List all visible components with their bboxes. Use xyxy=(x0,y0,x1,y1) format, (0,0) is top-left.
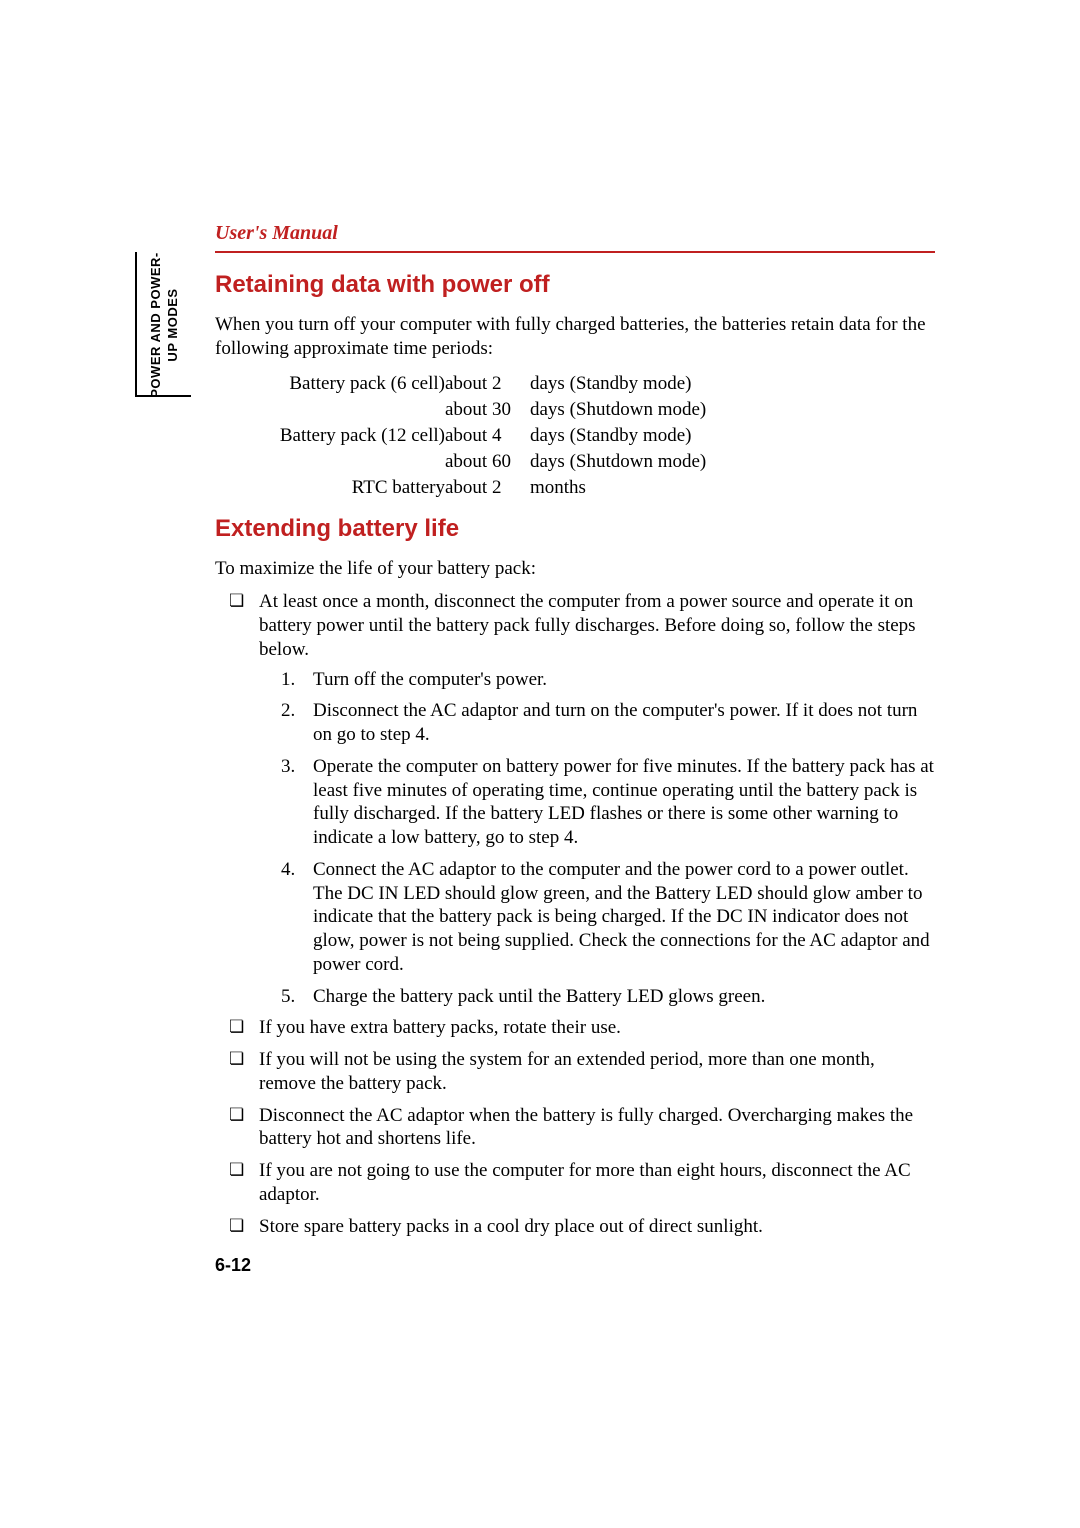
table-cell-label: RTC battery xyxy=(245,475,445,501)
table-row: Battery pack (6 cell) about 2 days (Stan… xyxy=(245,371,706,397)
step-number: 3. xyxy=(281,755,295,779)
header-rule xyxy=(215,251,935,253)
step-text: Connect the AC adaptor to the computer a… xyxy=(313,859,930,975)
step-item: 5. Charge the battery pack until the Batt… xyxy=(281,985,935,1009)
side-tab-line1: POWER AND POWER- xyxy=(148,252,163,397)
list-item-text: If you will not be using the system for … xyxy=(259,1049,875,1094)
side-tab-label: POWER AND POWER- UP MODES xyxy=(148,252,182,397)
list-item: If you are not going to use the computer… xyxy=(229,1159,935,1207)
table-cell-unit: days (Standby mode) xyxy=(530,423,706,449)
step-item: 3. Operate the computer on battery power … xyxy=(281,755,935,850)
table-cell-value: about 2 xyxy=(445,475,530,501)
step-text: Operate the computer on battery power fo… xyxy=(313,756,934,848)
table-cell-unit: days (Shutdown mode) xyxy=(530,397,706,423)
list-item: If you will not be using the system for … xyxy=(229,1048,935,1096)
table-cell-value: about 30 xyxy=(445,397,530,423)
table-cell-unit: months xyxy=(530,475,706,501)
table-cell-value: about 60 xyxy=(445,449,530,475)
list-item-text: Disconnect the AC adaptor when the batte… xyxy=(259,1105,913,1150)
list-item-text: Store spare battery packs in a cool dry … xyxy=(259,1216,763,1237)
table-row: about 30 days (Shutdown mode) xyxy=(245,397,706,423)
numbered-steps: 1. Turn off the computer's power. 2. Disco… xyxy=(281,668,935,1009)
page-content: User's Manual Retaining data with power … xyxy=(215,222,935,1246)
list-item: At least once a month, disconnect the co… xyxy=(229,590,935,1008)
table-row: Battery pack (12 cell) about 4 days (Sta… xyxy=(245,423,706,449)
table-row: RTC battery about 2 months xyxy=(245,475,706,501)
table-cell-unit: days (Shutdown mode) xyxy=(530,449,706,475)
table-cell-label xyxy=(245,397,445,423)
table-cell-value: about 2 xyxy=(445,371,530,397)
section1-intro: When you turn off your computer with ful… xyxy=(215,313,935,361)
step-text: Disconnect the AC adaptor and turn on th… xyxy=(313,700,917,745)
step-number: 4. xyxy=(281,858,295,882)
step-item: 4. Connect the AC adaptor to the computer… xyxy=(281,858,935,977)
side-tab: POWER AND POWER- UP MODES xyxy=(135,252,195,397)
table-cell-value: about 4 xyxy=(445,423,530,449)
page-number: 6-12 xyxy=(215,1255,251,1276)
retention-table: Battery pack (6 cell) about 2 days (Stan… xyxy=(245,371,706,501)
table-cell-label xyxy=(245,449,445,475)
section-heading-retaining: Retaining data with power off xyxy=(215,271,935,299)
section-heading-extending: Extending battery life xyxy=(215,515,935,543)
bullet-list: At least once a month, disconnect the co… xyxy=(229,590,935,1238)
list-item-text: If you have extra battery packs, rotate … xyxy=(259,1017,621,1038)
section2-intro: To maximize the life of your battery pac… xyxy=(215,557,935,581)
step-item: 1. Turn off the computer's power. xyxy=(281,668,935,692)
table-row: about 60 days (Shutdown mode) xyxy=(245,449,706,475)
table-cell-label: Battery pack (12 cell) xyxy=(245,423,445,449)
table-cell-unit: days (Standby mode) xyxy=(530,371,706,397)
list-item: If you have extra battery packs, rotate … xyxy=(229,1016,935,1040)
step-number: 1. xyxy=(281,668,295,692)
step-item: 2. Disconnect the AC adaptor and turn on … xyxy=(281,699,935,747)
step-number: 2. xyxy=(281,699,295,723)
step-text: Turn off the computer's power. xyxy=(313,669,547,690)
list-item-text: If you are not going to use the computer… xyxy=(259,1160,911,1205)
list-item: Disconnect the AC adaptor when the batte… xyxy=(229,1104,935,1152)
table-cell-label: Battery pack (6 cell) xyxy=(245,371,445,397)
step-text: Charge the battery pack until the Batter… xyxy=(313,986,765,1007)
list-item: Store spare battery packs in a cool dry … xyxy=(229,1215,935,1239)
step-number: 5. xyxy=(281,985,295,1009)
side-tab-line2: UP MODES xyxy=(165,252,182,397)
list-item-text: At least once a month, disconnect the co… xyxy=(259,591,916,660)
header-title: User's Manual xyxy=(215,222,935,245)
